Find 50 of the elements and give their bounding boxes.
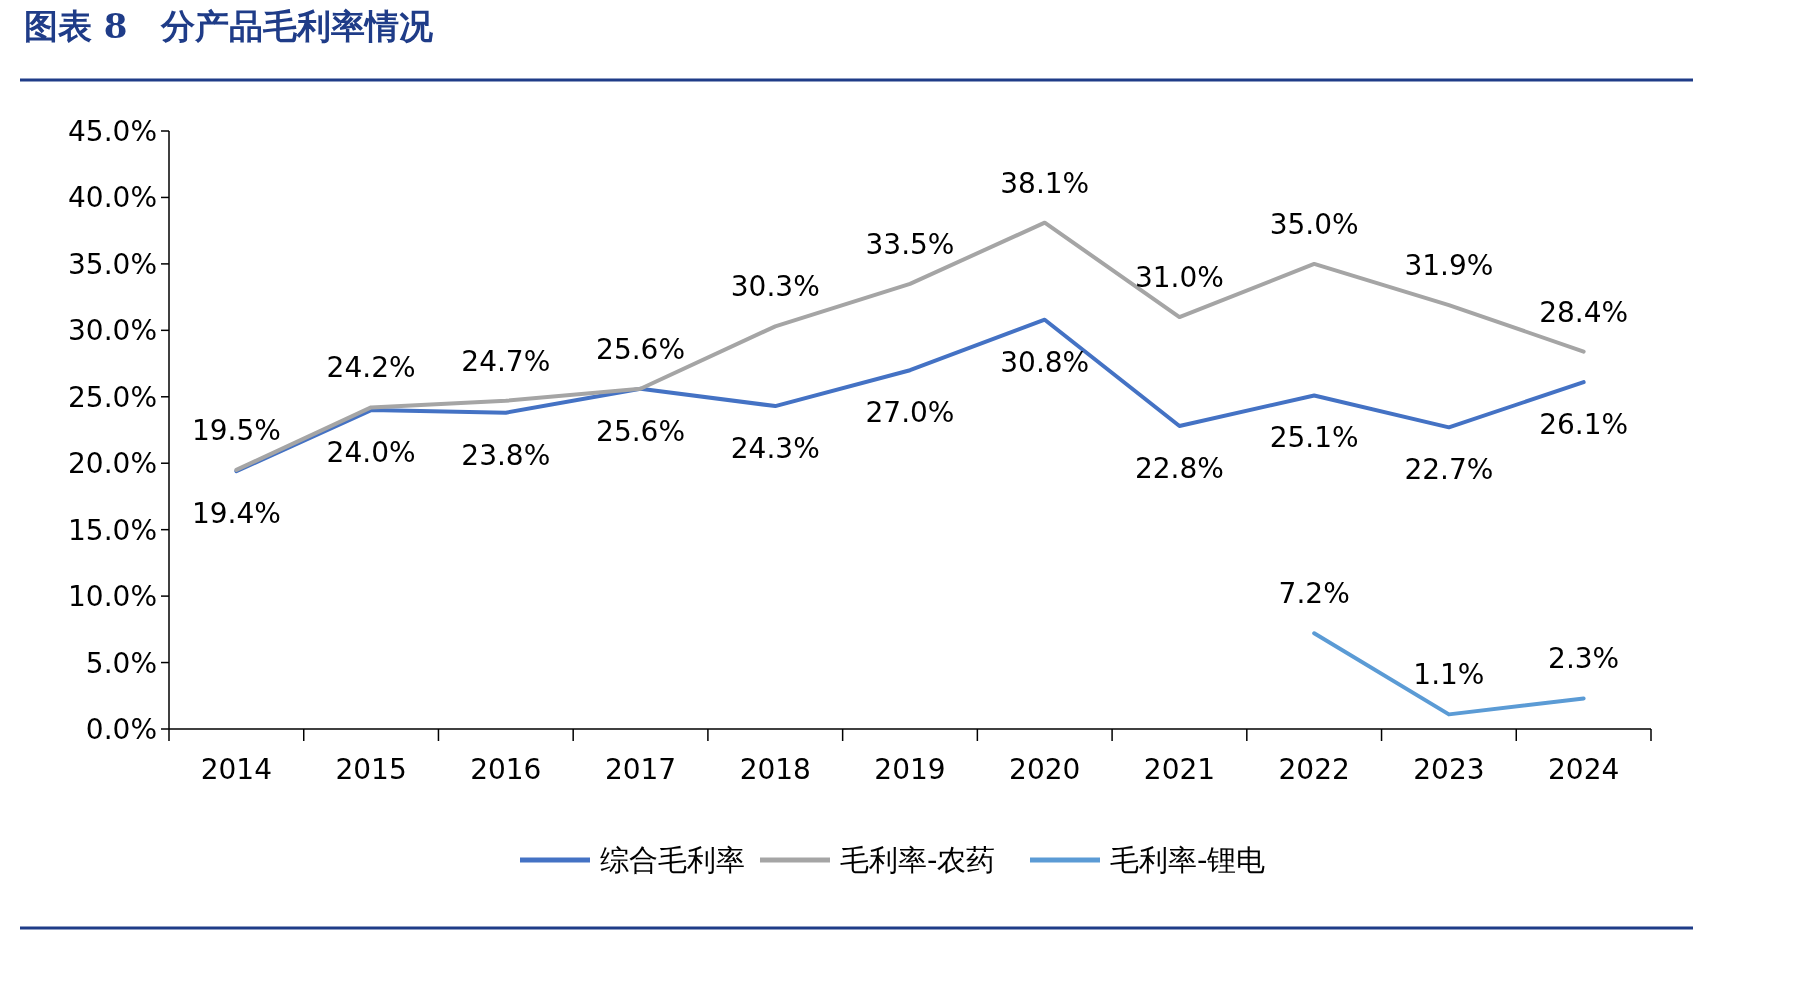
data-label: 38.1% — [1000, 166, 1090, 200]
data-label: 28.4% — [1539, 295, 1629, 329]
y-tick-label: 30.0% — [68, 314, 157, 348]
y-tick-label: 20.0% — [68, 447, 157, 481]
x-tick-label: 2020 — [1009, 753, 1081, 786]
x-tick-label: 2023 — [1413, 753, 1485, 786]
data-label: 19.4% — [191, 497, 281, 531]
data-label: 27.0% — [865, 396, 955, 430]
y-tick-label: 35.0% — [68, 247, 157, 281]
data-label: 7.2% — [1278, 577, 1350, 611]
data-label: 2.3% — [1548, 642, 1620, 676]
x-tick-label: 2017 — [604, 753, 677, 786]
y-tick-label: 15.0% — [68, 513, 157, 547]
data-label: 25.6% — [596, 332, 686, 366]
data-label: 22.7% — [1404, 453, 1494, 487]
data-label: 35.0% — [1269, 207, 1359, 241]
data-label: 23.8% — [461, 438, 551, 472]
y-tick-label: 5.0% — [85, 646, 157, 680]
data-label: 31.0% — [1134, 261, 1224, 295]
data-label: 26.1% — [1539, 408, 1629, 442]
data-label: 24.2% — [326, 351, 416, 385]
y-tick-label: 40.0% — [68, 181, 157, 215]
x-tick-label: 2016 — [470, 753, 542, 786]
data-label: 24.3% — [730, 432, 820, 466]
y-tick-label: 10.0% — [68, 580, 157, 614]
data-label: 19.5% — [191, 413, 281, 447]
y-tick-label: 0.0% — [85, 713, 157, 746]
data-label: 25.6% — [596, 414, 686, 448]
x-tick-label: 2019 — [874, 753, 946, 786]
data-label: 31.9% — [1404, 249, 1494, 283]
legend-label: 毛利率-锂电 — [1110, 843, 1266, 877]
data-label: 24.7% — [461, 344, 551, 378]
x-tick-label: 2018 — [739, 753, 811, 786]
data-label: 33.5% — [865, 227, 955, 261]
data-label: 25.1% — [1269, 421, 1359, 455]
legend-label: 毛利率-农药 — [840, 843, 996, 877]
x-tick-label: 2021 — [1143, 753, 1216, 786]
x-tick-label: 2015 — [335, 753, 407, 786]
data-label: 30.8% — [1000, 345, 1090, 379]
data-label: 24.0% — [326, 436, 416, 470]
data-label: 30.3% — [730, 270, 820, 304]
data-label: 22.8% — [1134, 452, 1224, 486]
x-tick-label: 2022 — [1278, 753, 1350, 786]
data-label: 1.1% — [1413, 658, 1485, 692]
legend-label: 综合毛利率 — [600, 843, 745, 877]
y-tick-label: 45.0% — [68, 115, 157, 148]
y-tick-label: 25.0% — [68, 380, 157, 414]
x-tick-label: 2024 — [1548, 753, 1620, 786]
x-tick-label: 2014 — [200, 753, 272, 786]
chart-title: 图表 8 分产品毛利率情况 — [24, 6, 435, 46]
